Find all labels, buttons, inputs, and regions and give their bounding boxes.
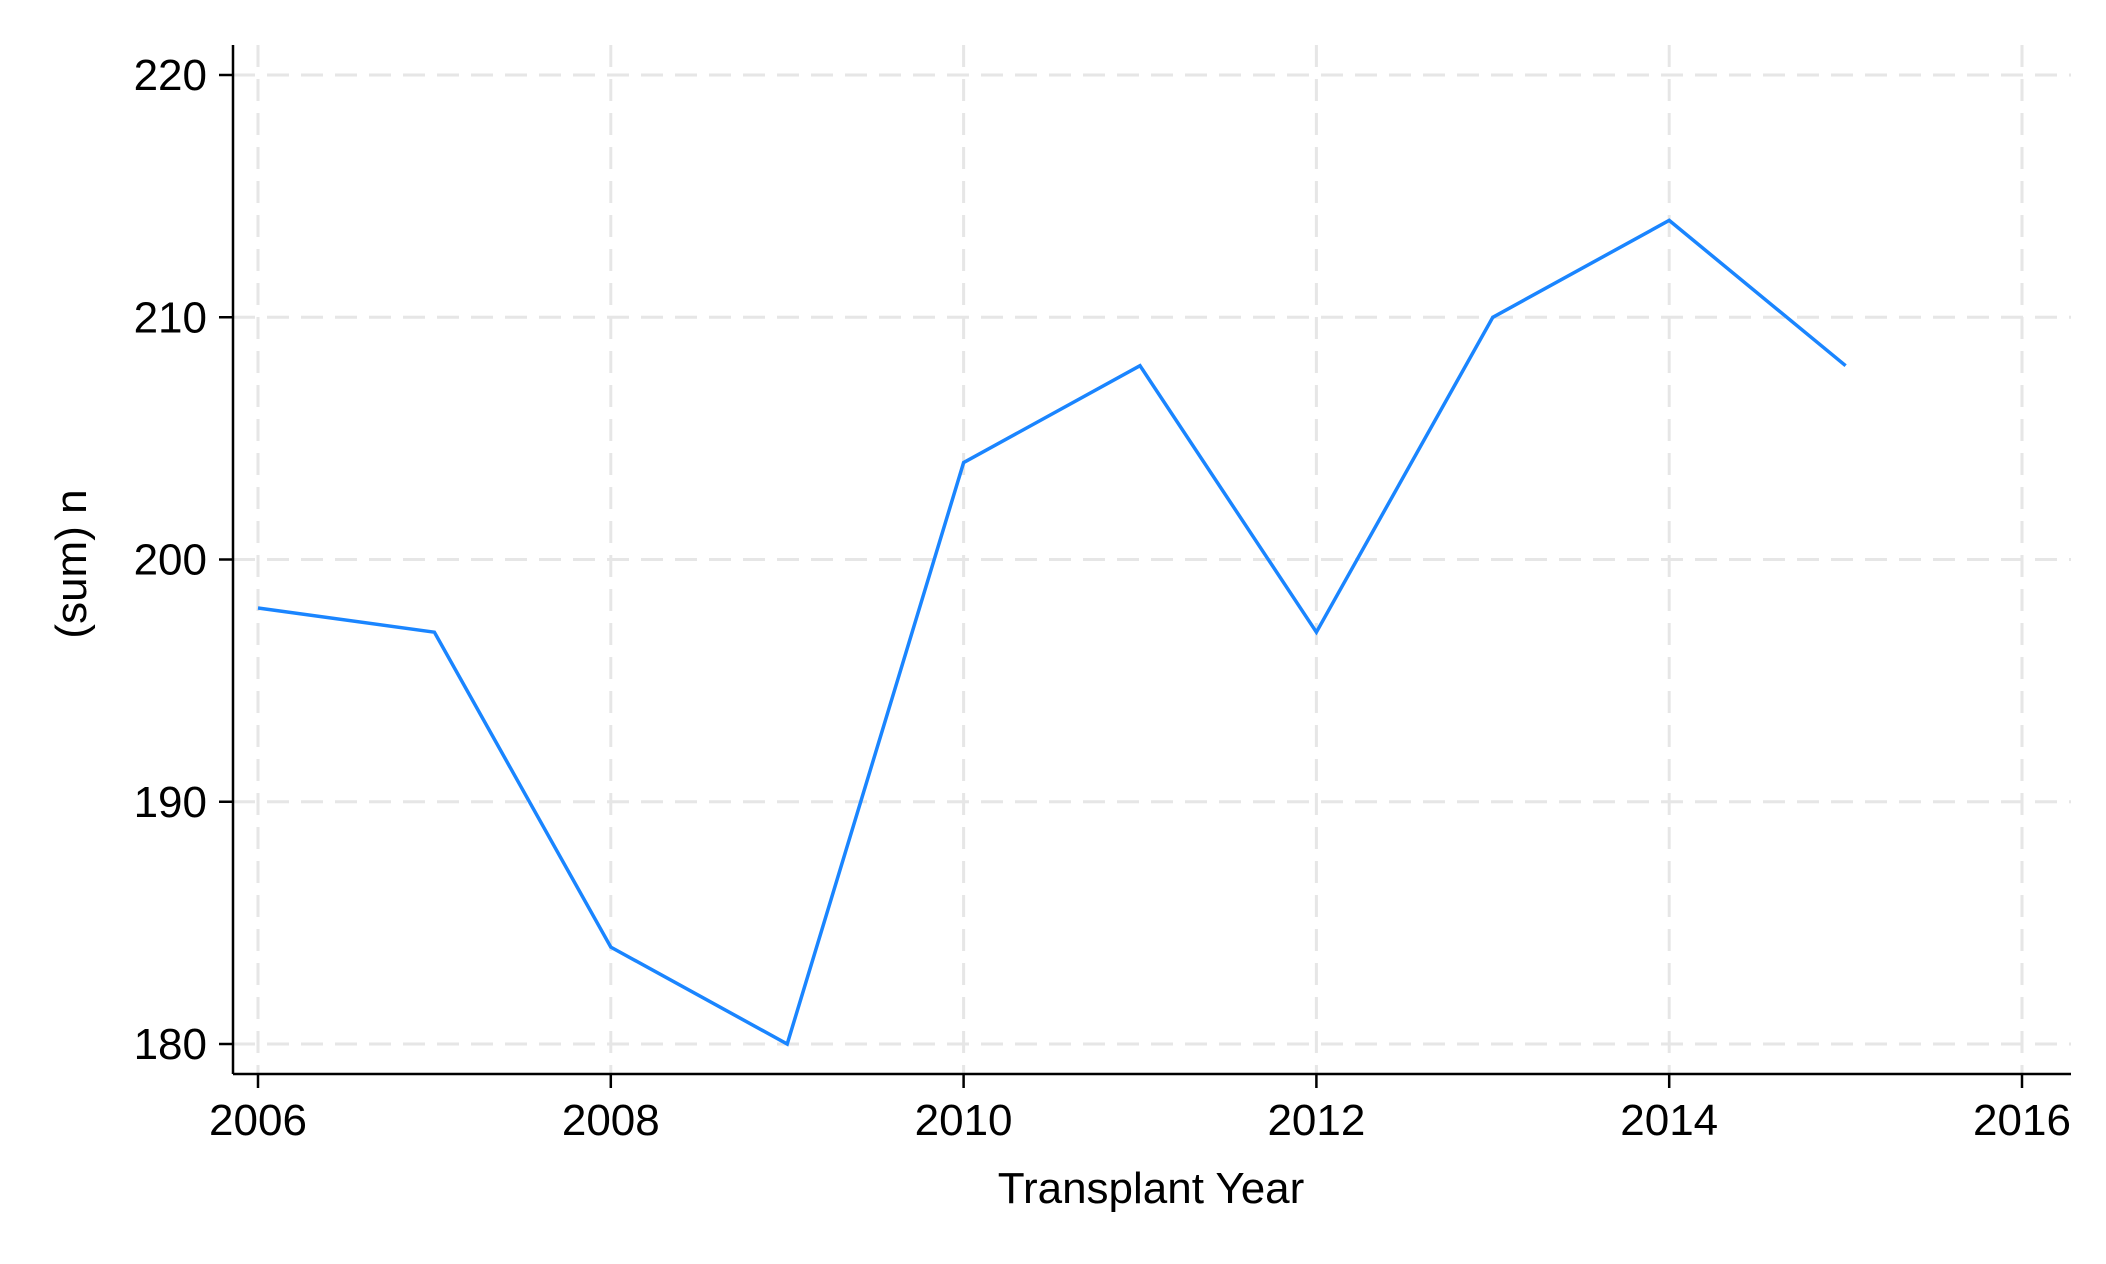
tick-labels: 180 190 200 210 220 2006 2008 2010 2012 2014 2016 (134, 51, 2071, 1145)
y-tick-label: 210 (134, 293, 207, 342)
x-axis-title: Transplant Year (998, 1164, 1305, 1213)
gridlines (233, 45, 2071, 1074)
y-tick-label: 200 (134, 536, 207, 585)
x-tick-label: 2016 (1973, 1096, 2071, 1145)
y-axis-title: (sum) n (47, 489, 96, 638)
series-layer (257, 218, 1847, 1047)
x-tick-label: 2010 (915, 1096, 1013, 1145)
x-tick-label: 2014 (1620, 1096, 1718, 1145)
x-tick-label: 2008 (562, 1096, 660, 1145)
x-tick-label: 2006 (209, 1096, 307, 1145)
y-tick-label: 220 (134, 51, 207, 100)
y-tick-label: 190 (134, 778, 207, 827)
axes (219, 45, 2071, 1088)
y-tick-label: 180 (134, 1020, 207, 1069)
series-line (257, 218, 1847, 1047)
x-tick-label: 2012 (1267, 1096, 1365, 1145)
